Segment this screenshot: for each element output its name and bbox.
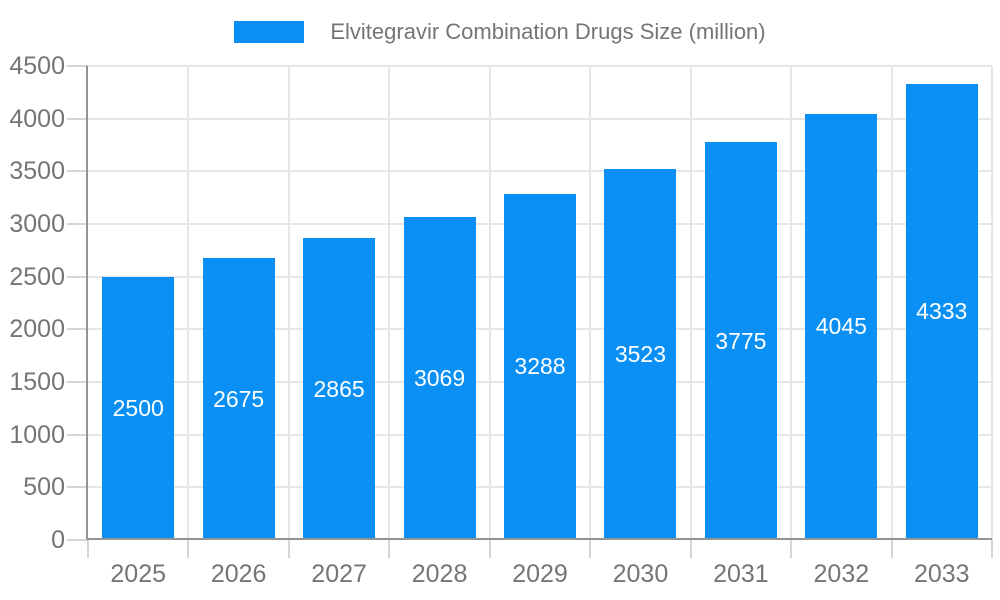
- bar-2028[interactable]: 3069: [403, 216, 476, 540]
- x-axis-tick: [187, 540, 190, 558]
- h-gridline: [88, 65, 992, 67]
- bar-value-label: 2500: [112, 394, 164, 421]
- bar-2030[interactable]: 3523: [604, 168, 677, 540]
- x-axis-label-2028: 2028: [411, 560, 468, 588]
- x-axis-label-2027: 2027: [311, 560, 367, 588]
- y-axis-label: 500: [23, 473, 65, 502]
- legend-label: Elvitegravir Combination Drugs Size (mil…: [330, 19, 766, 44]
- y-axis-label: 0: [51, 526, 65, 554]
- x-axis-tick: [589, 540, 592, 558]
- bar-2025[interactable]: 2500: [102, 276, 175, 540]
- bar-value-label: 4045: [815, 313, 867, 340]
- v-gridline: [689, 66, 692, 540]
- v-gridline: [790, 66, 793, 540]
- x-axis-label-2026: 2026: [210, 560, 267, 588]
- y-axis-label: 3500: [9, 157, 65, 186]
- y-axis-tick: [67, 433, 88, 436]
- y-axis-tick: [67, 117, 88, 120]
- y-axis-label: 2500: [9, 262, 65, 291]
- x-axis-label-2033: 2033: [913, 560, 970, 588]
- x-axis-tick: [991, 540, 993, 558]
- y-axis-label: 3000: [9, 210, 65, 238]
- bar-value-label: 2675: [213, 385, 265, 412]
- bar-value-label: 3288: [514, 353, 566, 380]
- legend-item[interactable]: Elvitegravir Combination Drugs Size (mil…: [0, 16, 1000, 48]
- y-axis-tick: [67, 381, 88, 383]
- y-axis-tick: [67, 486, 88, 489]
- bar-2027[interactable]: 2865: [303, 238, 376, 540]
- bar-value-label: 3069: [413, 364, 466, 391]
- legend-swatch-icon: [234, 21, 305, 43]
- x-axis-tick: [87, 540, 89, 558]
- y-axis-label: 4500: [9, 52, 65, 80]
- y-axis-tick: [67, 65, 88, 67]
- x-axis-tick: [890, 540, 893, 558]
- y-axis-tick: [67, 328, 88, 331]
- y-axis-tick: [67, 170, 88, 173]
- y-axis-label: 1500: [9, 368, 65, 396]
- y-axis-label: 2000: [9, 315, 65, 344]
- bar-value-label: 2865: [313, 375, 365, 402]
- x-axis-tick: [287, 540, 290, 558]
- x-axis-label-2032: 2032: [813, 560, 870, 588]
- x-axis-tick: [388, 540, 391, 558]
- v-gridline: [287, 66, 290, 540]
- bar-2032[interactable]: 4045: [805, 113, 878, 540]
- bar-value-label: 4333: [916, 298, 968, 325]
- x-axis-line: [86, 538, 992, 540]
- y-axis-line: [86, 66, 88, 540]
- x-axis-label-2029: 2029: [512, 560, 568, 588]
- bar-2026[interactable]: 2675: [202, 258, 275, 540]
- bar-2033[interactable]: 4333: [905, 83, 978, 540]
- bar-2029[interactable]: 3288: [504, 193, 576, 540]
- v-gridline: [991, 66, 993, 540]
- x-axis-label-2031: 2031: [713, 560, 769, 588]
- v-gridline: [488, 66, 491, 540]
- y-axis-label: 1000: [9, 420, 65, 449]
- y-axis-tick: [67, 223, 88, 225]
- x-axis-tick: [790, 540, 793, 558]
- x-axis-tick: [488, 540, 491, 558]
- x-axis-label-2030: 2030: [612, 560, 669, 588]
- v-gridline: [388, 66, 391, 540]
- x-axis-tick: [689, 540, 692, 558]
- v-gridline: [890, 66, 893, 540]
- bar-value-label: 3523: [614, 340, 667, 367]
- v-gridline: [187, 66, 190, 540]
- y-axis-tick: [67, 275, 88, 278]
- h-gridline: [88, 170, 992, 173]
- bar-value-label: 3775: [715, 327, 767, 354]
- y-axis-tick: [67, 539, 88, 541]
- h-gridline: [88, 117, 992, 120]
- bar-2031[interactable]: 3775: [704, 142, 777, 540]
- x-axis-label-2025: 2025: [110, 560, 167, 588]
- v-gridline: [589, 66, 592, 540]
- y-axis-label: 4000: [9, 104, 65, 133]
